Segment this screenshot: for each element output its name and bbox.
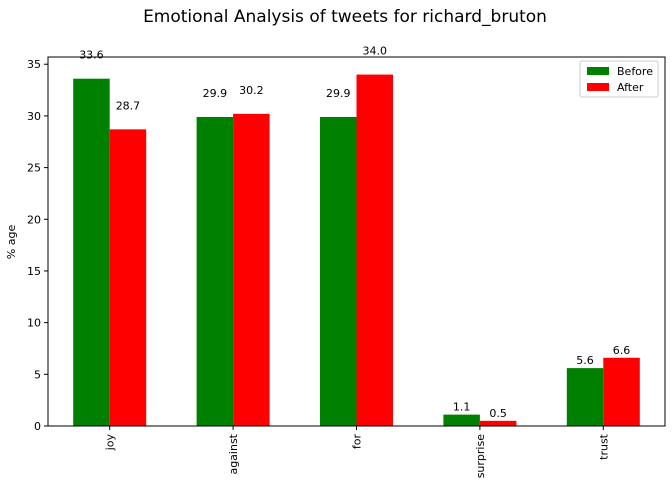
legend-swatch-before bbox=[587, 67, 609, 75]
bar-after-for bbox=[356, 74, 393, 427]
x-tick-label-for: for bbox=[351, 434, 364, 450]
data-label-before-trust: 5.6 bbox=[576, 354, 594, 367]
data-label-after-joy: 28.7 bbox=[116, 99, 141, 112]
x-tick-label-against: against bbox=[227, 433, 240, 474]
data-label-before-surprise: 1.1 bbox=[453, 401, 471, 414]
data-label-after-for: 34.0 bbox=[363, 45, 388, 58]
bar-before-joy bbox=[73, 78, 110, 427]
x-tick-label-surprise: surprise bbox=[474, 434, 487, 479]
y-tick-label: 25 bbox=[27, 162, 41, 175]
y-tick-label: 15 bbox=[27, 265, 41, 278]
y-tick-label: 35 bbox=[27, 58, 41, 71]
data-labels-layer: 33.6 28.7 29.9 30.2 29.9 34.0 1.1 0.5 5.6 6.6 bbox=[79, 45, 630, 420]
axes-layer: 0 5 10 15 20 25 30 35 joy against for surprise trust bbox=[27, 56, 666, 479]
chart-title: Emotional Analysis of tweets for richard… bbox=[143, 7, 547, 27]
bar-after-trust bbox=[603, 357, 640, 426]
x-tick-label-trust: trust bbox=[597, 433, 610, 460]
legend-label-after: After bbox=[617, 81, 644, 94]
data-label-after-against: 30.2 bbox=[239, 84, 264, 97]
data-label-before-for: 29.9 bbox=[326, 87, 351, 100]
bars-layer bbox=[73, 74, 640, 427]
bar-before-surprise bbox=[443, 414, 480, 426]
y-tick-label: 5 bbox=[34, 368, 41, 381]
data-label-before-against: 29.9 bbox=[203, 87, 228, 100]
y-axis-title: % age bbox=[5, 225, 18, 260]
bar-after-surprise bbox=[479, 420, 517, 426]
legend-label-before: Before bbox=[617, 65, 653, 78]
bar-before-against bbox=[196, 116, 234, 426]
y-tick-label: 30 bbox=[27, 110, 41, 123]
legend-swatch-after bbox=[587, 83, 609, 91]
data-label-before-joy: 33.6 bbox=[79, 49, 104, 62]
legend: Before After bbox=[579, 60, 659, 98]
bar-before-trust bbox=[566, 368, 604, 426]
y-tick-label: 10 bbox=[27, 317, 41, 330]
bar-before-for bbox=[320, 116, 357, 426]
x-tick-label-joy: joy bbox=[104, 434, 117, 452]
y-tick-label: 0 bbox=[34, 420, 41, 433]
bar-after-against bbox=[233, 113, 270, 426]
data-label-after-trust: 6.6 bbox=[613, 344, 631, 357]
data-label-after-surprise: 0.5 bbox=[489, 407, 507, 420]
bar-after-joy bbox=[109, 129, 147, 426]
y-tick-label: 20 bbox=[27, 213, 41, 226]
